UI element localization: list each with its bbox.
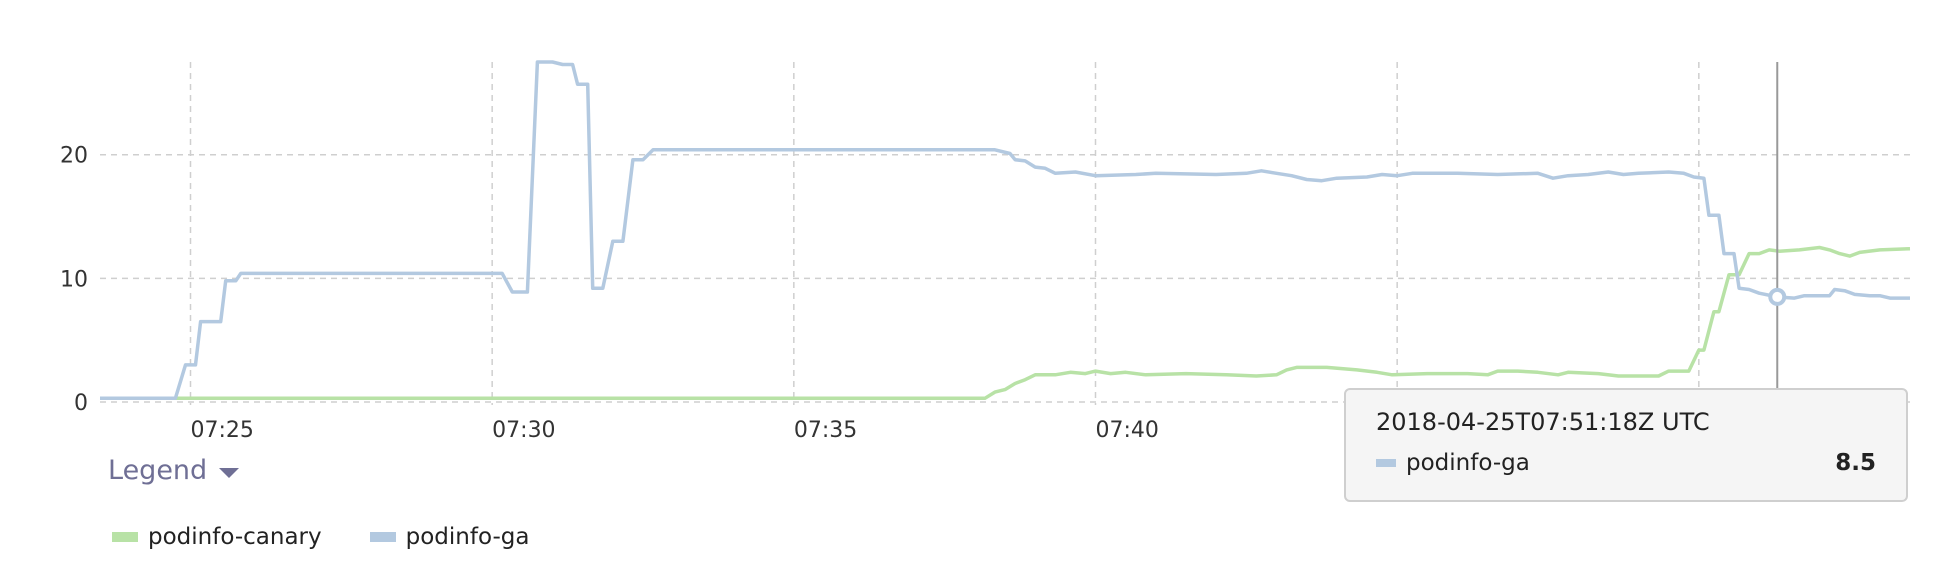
series-lines (100, 60, 1911, 401)
tooltip-series-swatch (1376, 459, 1396, 467)
x-tick-label-0740: 07:40 (1096, 418, 1159, 443)
legend-swatch-podinfo-canary (112, 532, 138, 542)
legend-label-podinfo-canary: podinfo-canary (148, 524, 322, 550)
series-line-podinfo-ga (100, 60, 1910, 401)
legend-item-podinfo-ga[interactable]: podinfo-ga (369, 524, 530, 550)
y-tick-label-10: 10 (60, 267, 88, 292)
legend-item-podinfo-canary[interactable]: podinfo-canary (112, 524, 322, 550)
tooltip-row: podinfo-ga 8.5 (1376, 450, 1876, 476)
hover-tooltip: 2018-04-25T07:51:18Z UTC podinfo-ga 8.5 (1344, 388, 1908, 502)
tooltip-series-label: podinfo-ga (1406, 450, 1530, 476)
x-tick-label-0735: 07:35 (794, 418, 857, 443)
x-tick-label-0725: 07:25 (191, 418, 254, 443)
tooltip-timestamp: 2018-04-25T07:51:18Z UTC (1376, 408, 1710, 436)
horizontal-gridlines (100, 153, 1910, 403)
legend: podinfo-canary podinfo-ga (112, 524, 529, 550)
y-tick-label-20: 20 (60, 144, 88, 169)
y-axis-tick-labels: 0 10 20 (60, 144, 88, 416)
series-line-podinfo-canary (100, 245, 1911, 401)
legend-label-podinfo-ga: podinfo-ga (405, 524, 530, 550)
legend-toggle-label: Legend (108, 455, 208, 486)
hover-cursor (1768, 62, 1787, 405)
x-tick-label-0730: 07:30 (492, 418, 555, 443)
cursor-point (1768, 287, 1787, 306)
legend-swatch-podinfo-ga (369, 532, 396, 542)
legend-toggle[interactable]: Legend (108, 455, 240, 486)
y-tick-label-0: 0 (74, 391, 88, 416)
caret-down-icon (219, 467, 240, 478)
vertical-gridlines (189, 62, 1700, 405)
tooltip-value: 8.5 (1835, 450, 1876, 476)
